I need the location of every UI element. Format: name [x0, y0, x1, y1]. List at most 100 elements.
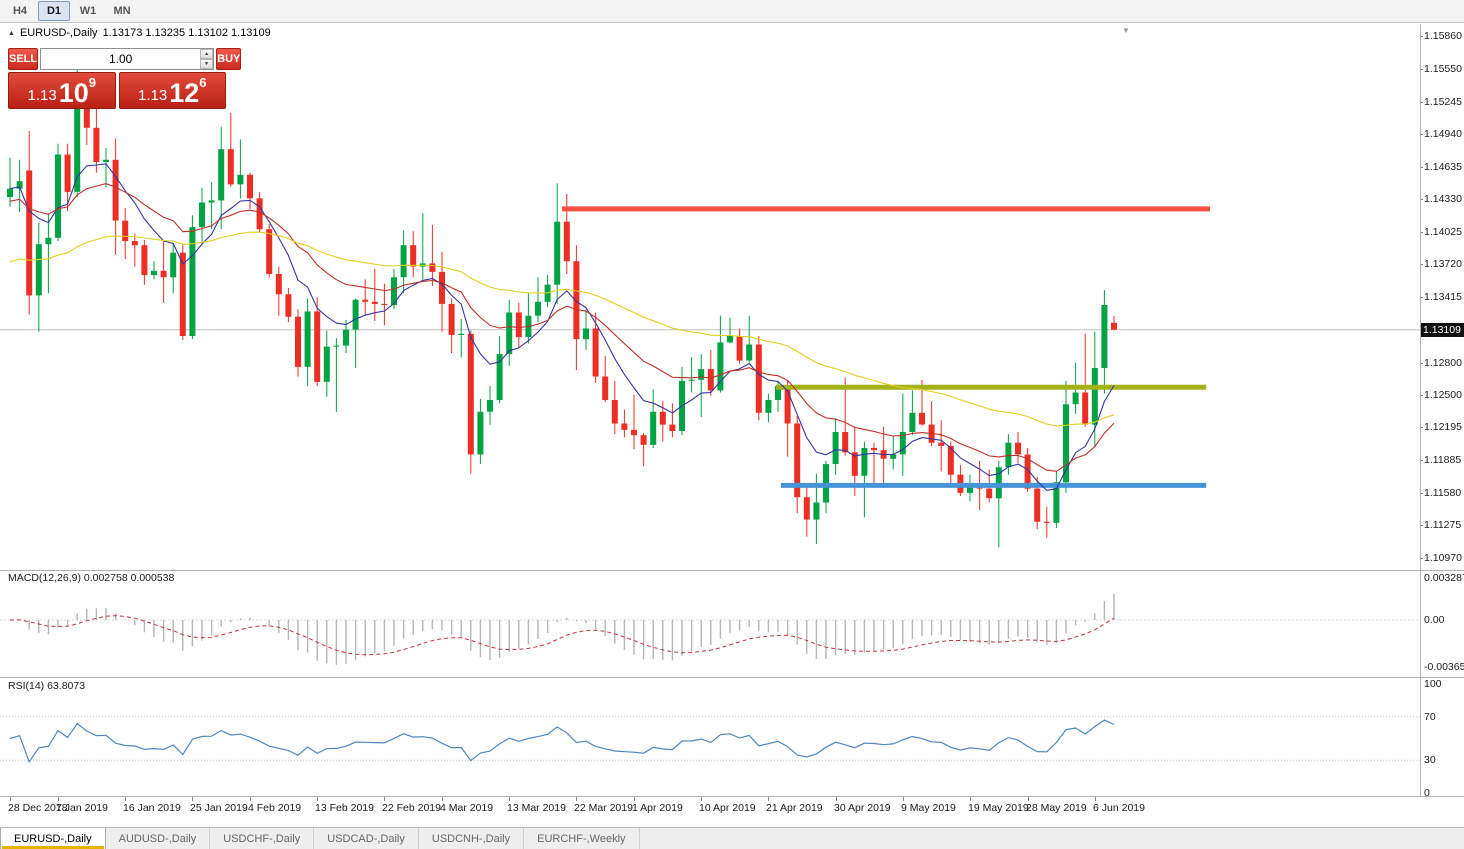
candlestick: [410, 231, 417, 278]
candlestick: [439, 251, 445, 332]
rsi-panel-separator[interactable]: [0, 677, 1464, 678]
candle-body: [631, 429, 637, 436]
candle-body: [688, 379, 695, 381]
candle-body: [967, 483, 973, 493]
volume-input[interactable]: [41, 49, 201, 69]
candlestick: [362, 279, 369, 316]
chart-tab-usdcnh-daily[interactable]: USDCNH-,Daily: [419, 828, 525, 849]
sell-price-big-figure: 1.13: [27, 87, 57, 104]
spinner-up-icon[interactable]: ▲: [200, 49, 214, 59]
candle-body: [986, 488, 993, 499]
candle-body: [717, 342, 724, 391]
timeframe-toolbar: H4 D1 W1 MN: [0, 0, 1464, 23]
candlestick: [151, 261, 157, 280]
timeframe-button-h4[interactable]: H4: [12, 5, 28, 17]
candle-body: [554, 221, 561, 285]
candlestick: [7, 157, 13, 207]
candlestick: [314, 297, 321, 387]
candlestick: [160, 241, 167, 303]
candlestick: [247, 172, 253, 209]
candle-body: [45, 237, 52, 245]
candle-body: [784, 386, 791, 424]
candle-body: [170, 252, 177, 278]
collapse-subwindow-icon[interactable]: ▲: [8, 29, 15, 37]
macd-panel-separator[interactable]: [0, 570, 1464, 571]
buy-price-pips: 12: [169, 78, 200, 108]
candle-body: [410, 245, 417, 267]
candlestick: [343, 319, 349, 353]
candle-body: [1082, 392, 1089, 425]
candlestick: [448, 298, 455, 353]
candle-body: [333, 345, 340, 347]
chart-tab-usdcad-daily[interactable]: USDCAD-,Daily: [314, 828, 419, 849]
candlestick: [602, 356, 609, 403]
candlestick: [1005, 434, 1012, 475]
candle-body: [112, 159, 119, 221]
chart-tab-eurchf-weekly[interactable]: EURCHF-,Weekly: [524, 828, 640, 849]
rsi-line: [9, 719, 1115, 764]
candlestick: [669, 403, 676, 438]
candle-body: [650, 411, 657, 445]
candle-body: [899, 432, 906, 455]
candle-body: [727, 336, 733, 343]
candlestick: [400, 230, 407, 294]
candlestick: [784, 380, 791, 457]
candlestick: [899, 393, 906, 476]
sell-price-display[interactable]: 1.13 10 9: [8, 72, 116, 109]
candle-body: [256, 198, 263, 230]
spinner-down-icon[interactable]: ▼: [200, 59, 214, 69]
chart-tab-audusd-daily[interactable]: AUDUSD-,Daily: [106, 828, 211, 849]
candlestick: [179, 245, 186, 341]
candle-body: [1101, 305, 1108, 368]
candlestick: [131, 233, 138, 267]
macd-signal-line: [9, 615, 1115, 656]
candle-body: [26, 170, 33, 296]
candle-body: [439, 271, 445, 304]
candle-body: [1091, 368, 1098, 425]
candle-body: [352, 299, 359, 330]
candlestick: [141, 239, 148, 285]
chart-title-symbol: EURUSD-,Daily: [19, 27, 98, 39]
candle-body: [765, 400, 772, 413]
candlestick: [304, 298, 311, 387]
candlestick: [199, 187, 205, 246]
candlestick: [333, 338, 340, 412]
candle-body: [861, 448, 868, 476]
candle-body: [890, 454, 897, 459]
chart-tab-usdchf-daily[interactable]: USDCHF-,Daily: [210, 828, 315, 849]
candlestick: [583, 309, 589, 350]
candle-body: [909, 412, 916, 432]
candlestick: [861, 441, 868, 518]
candle-body: [573, 261, 580, 340]
candle-body: [218, 149, 225, 201]
candlestick: [755, 336, 762, 421]
candle-body: [247, 174, 253, 199]
candle-body: [947, 445, 954, 475]
candlestick: [16, 159, 23, 213]
candle-body: [1015, 442, 1021, 455]
candle-body: [295, 316, 301, 367]
price-scale-separator[interactable]: [1420, 24, 1421, 796]
candlestick: [947, 441, 954, 486]
buy-button[interactable]: BUY: [216, 48, 242, 70]
candle-body: [477, 411, 484, 455]
candle-body: [621, 423, 628, 430]
candle-body: [343, 329, 349, 346]
candle-body: [515, 312, 522, 338]
candle-body: [103, 159, 109, 162]
candle-body: [285, 294, 292, 317]
chart-tab-eurusd-daily[interactable]: EURUSD-,Daily: [0, 828, 106, 849]
buy-price-display[interactable]: 1.13 12 6: [118, 72, 226, 109]
candlestick: [295, 309, 301, 377]
candlestick: [122, 207, 129, 260]
sell-button[interactable]: SELL: [8, 48, 39, 70]
candlestick: [727, 317, 733, 344]
timeframe-button-w1[interactable]: W1: [79, 5, 97, 17]
timeframe-button-d1[interactable]: D1: [38, 1, 70, 21]
candle-body: [813, 502, 820, 520]
candlestick: [515, 302, 522, 348]
timeframe-button-mn[interactable]: MN: [113, 5, 131, 17]
candle-body: [794, 423, 801, 498]
candle-body: [506, 312, 513, 355]
